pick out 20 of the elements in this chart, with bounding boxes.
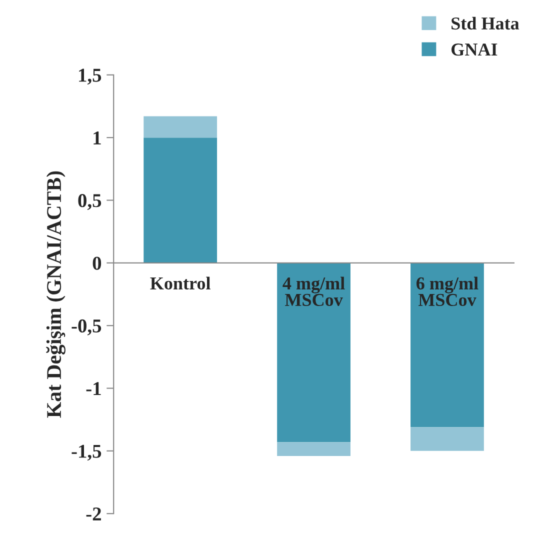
- x-tick-label: 6 mg/ml MSCov: [416, 276, 478, 306]
- y-tick-label: 1: [94, 131, 101, 144]
- bar: [410, 427, 484, 451]
- x-tick-label: 4 mg/ml MSCov: [282, 276, 345, 306]
- y-tick-label: -0,5: [72, 319, 102, 336]
- y-tick-label: -1: [86, 382, 101, 396]
- bar: [277, 442, 350, 456]
- x-tick-label: Kontrol: [150, 276, 210, 290]
- bar: [144, 116, 218, 138]
- bar: [144, 138, 218, 263]
- y-tick-label: -1,5: [72, 444, 102, 461]
- bar: [410, 262, 484, 428]
- bar: [277, 262, 350, 442]
- legend-label: Std Hata: [452, 16, 520, 30]
- y-tick-label: -2: [86, 507, 101, 520]
- y-axis-title: Kat Değişim (GNAI/ACTB): [46, 171, 66, 418]
- y-tick-label: 0,5: [78, 194, 102, 210]
- y-tick-label: 0: [92, 256, 102, 270]
- y-tick-label: 1,5: [79, 68, 102, 85]
- legend-label: GNAI: [452, 44, 498, 56]
